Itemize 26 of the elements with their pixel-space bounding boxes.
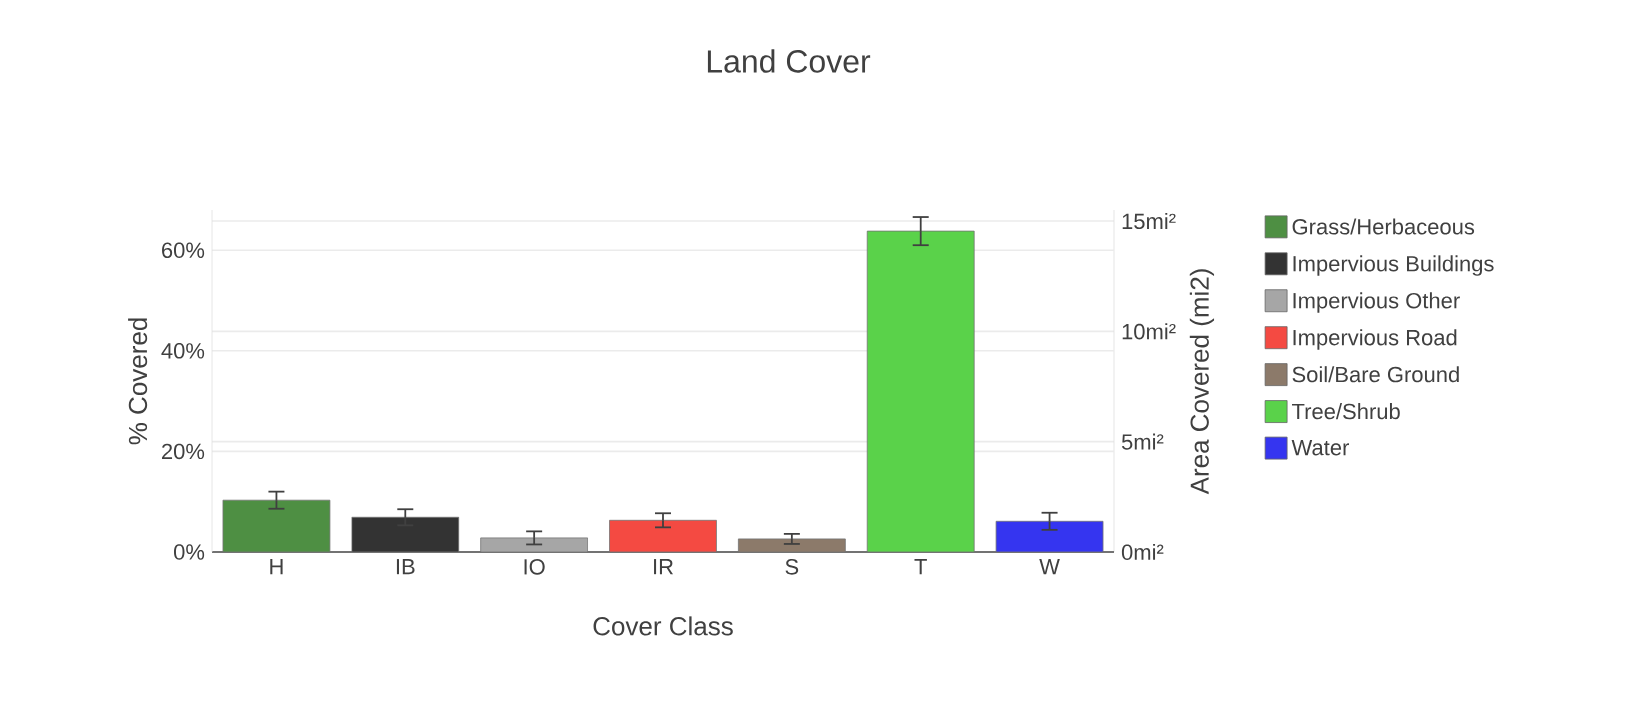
x-tick-label: T [914,559,927,575]
legend-label: Impervious Road [1293,329,1457,350]
x-tick-label: S [785,559,799,575]
y2-tick-label: 0mi² [1121,543,1164,561]
legend-label: Impervious Other [1293,292,1460,313]
y2-tick-label: 15mi² [1122,212,1176,230]
x-tick-label: W [1039,559,1060,575]
x-tick-label: IR [654,559,673,575]
legend-label: Soil/Bare Ground [1292,366,1459,383]
legend-label: Tree/Shrub [1292,403,1400,420]
y2-tick-label: 5mi² [1121,433,1164,450]
y-tick-label: 0% [173,544,205,560]
x-tick-label: H [270,559,283,575]
y2-axis-title: Area Covered (mi2) [1189,269,1215,495]
x-tick-label: IB [396,559,415,575]
x-axis-title: Cover Class [593,616,733,636]
chart-title: Land Cover [707,49,871,73]
y-axis-title: % Covered [128,318,148,445]
y-tick-label: 40% [161,343,205,359]
y-tick-label: 60% [162,242,205,259]
legend-label: Water [1291,440,1350,456]
y-tick-label: 20% [162,443,205,460]
legend-label: Grass/Herbaceous [1292,218,1475,235]
legend-label: Impervious Buildings [1293,255,1494,276]
x-tick-label: IO [524,559,545,575]
y2-tick-label: 10mi² [1122,323,1176,340]
